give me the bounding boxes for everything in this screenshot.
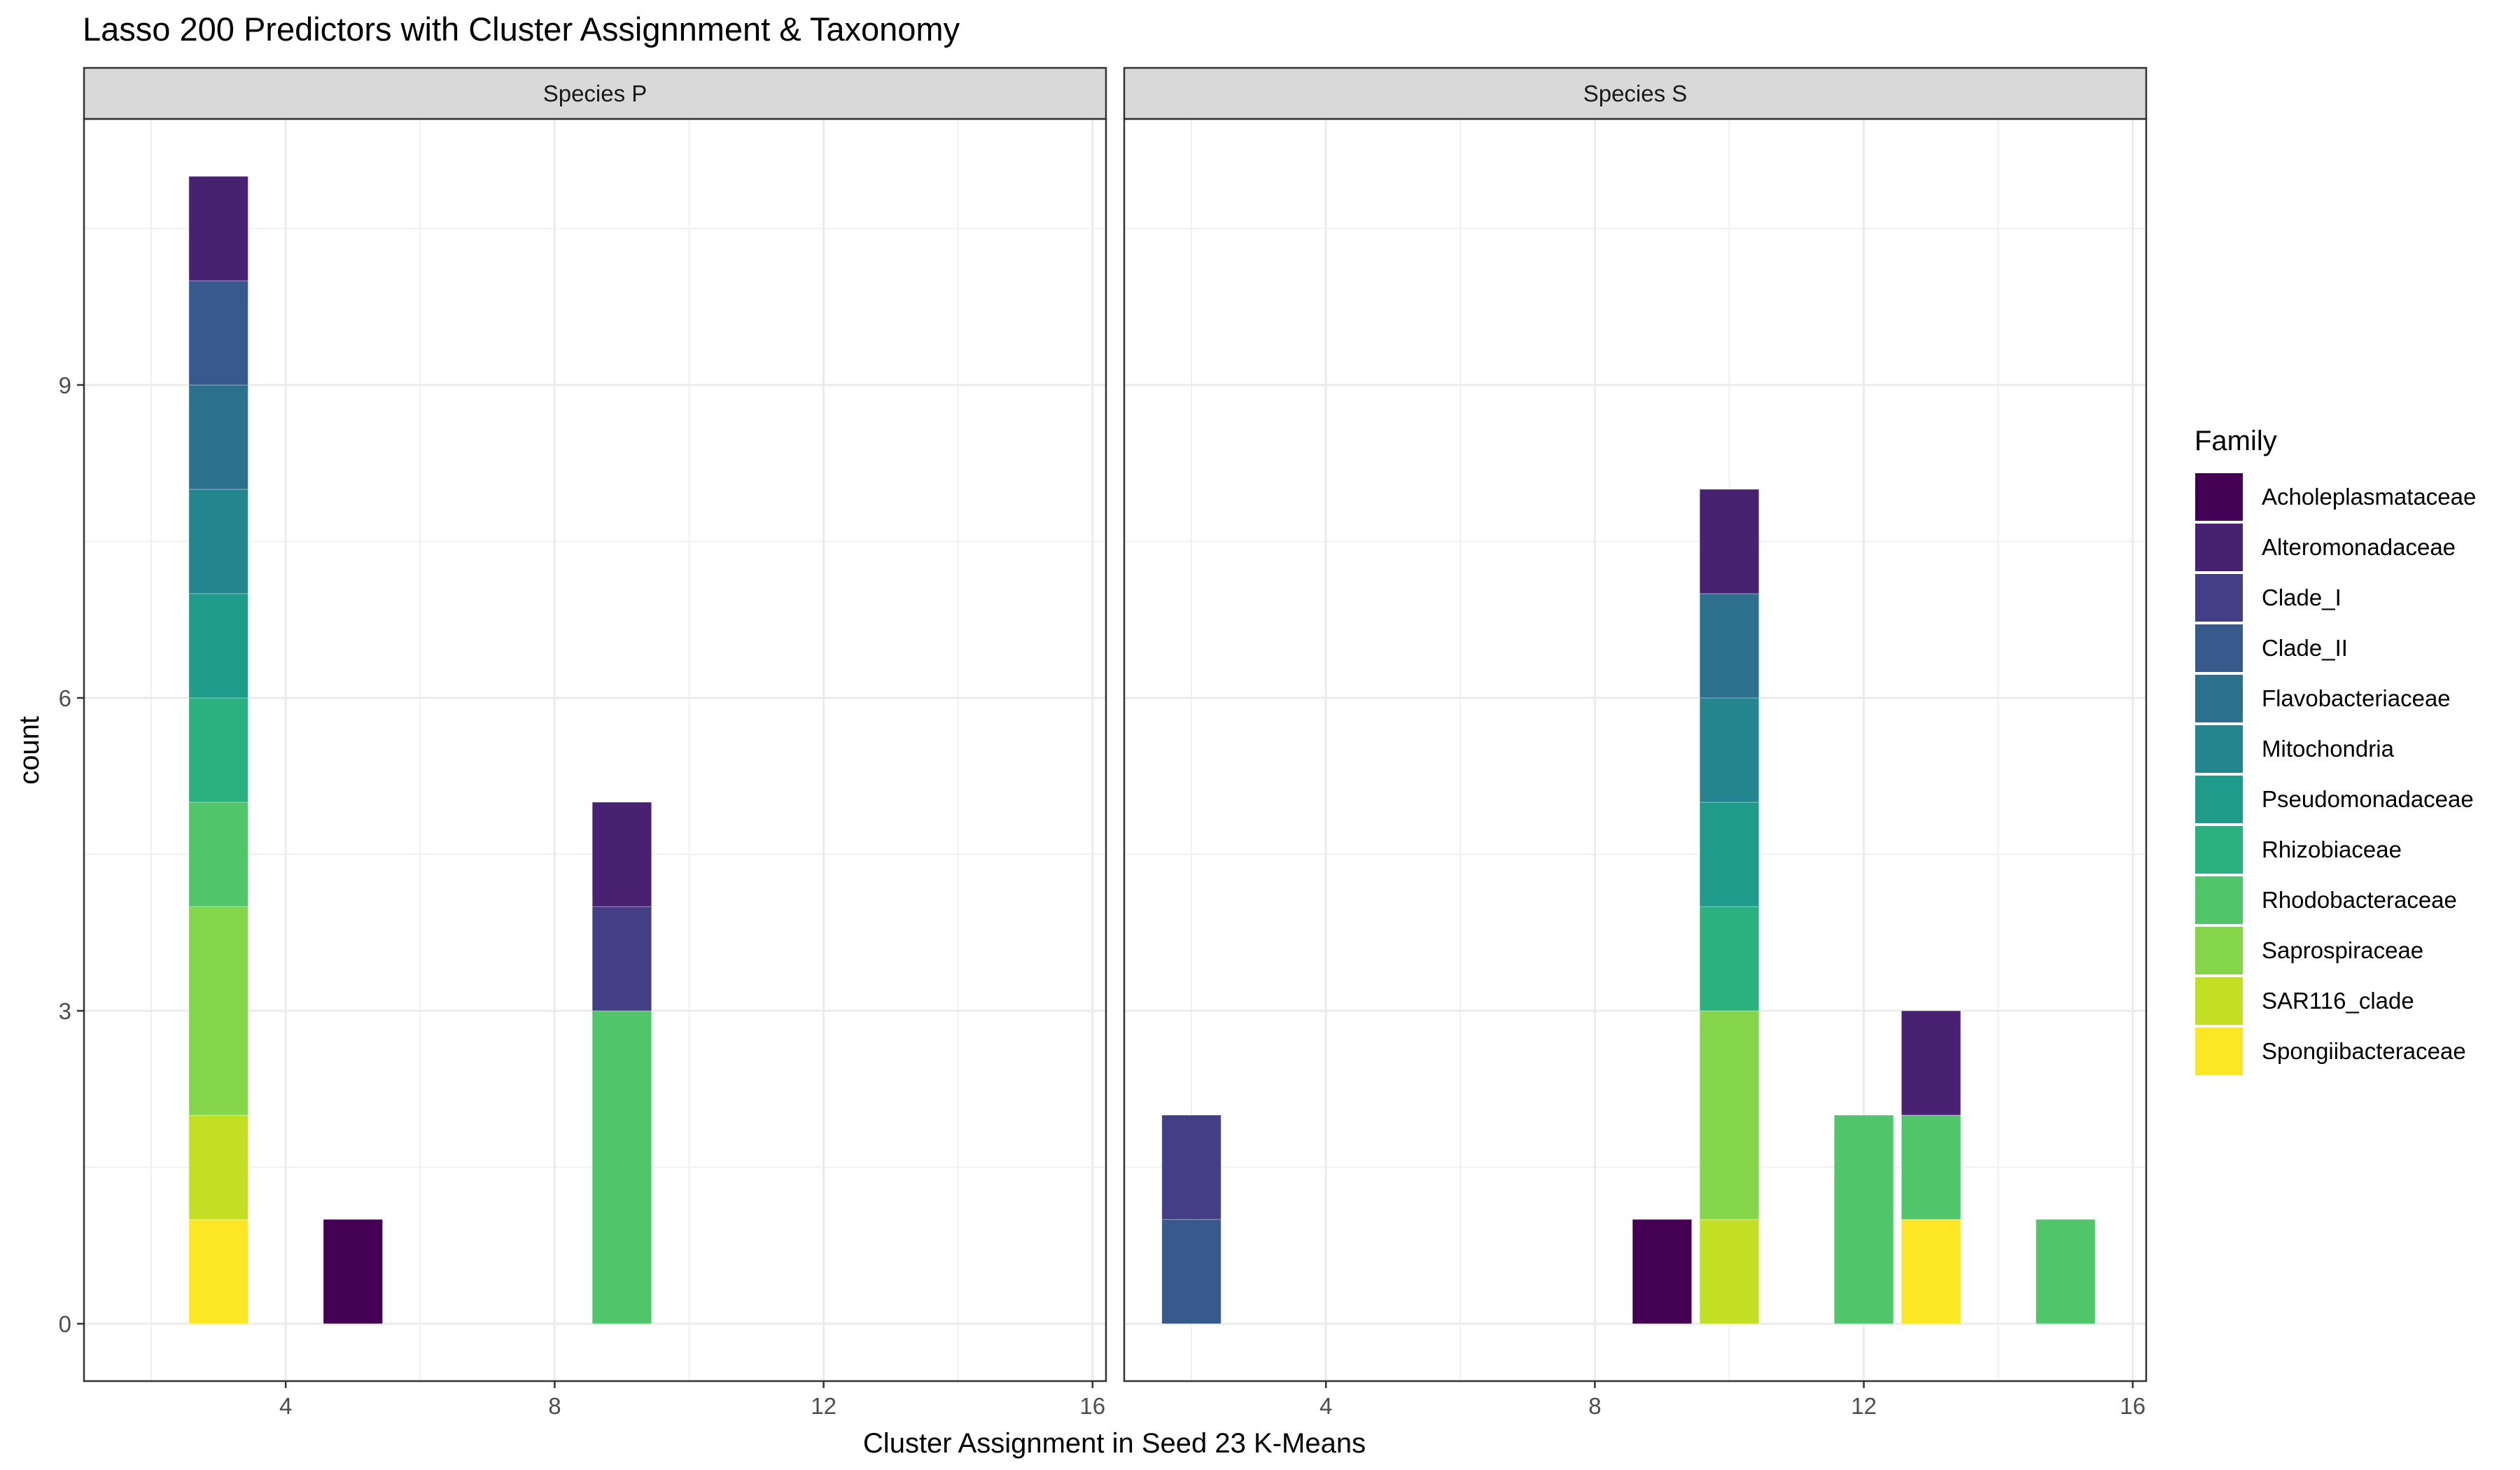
legend-item-mitochondria: Mitochondria <box>2194 724 2395 774</box>
legend-swatch <box>2194 472 2244 522</box>
y-tick-label: 3 <box>59 998 71 1024</box>
y-axis-label: count <box>14 716 45 785</box>
legend-item-rhodobacteraceae: Rhodobacteraceae <box>2194 875 2457 925</box>
y-tick-label: 6 <box>59 685 71 711</box>
legend-label: SAR116_clade <box>2262 988 2414 1014</box>
bar-segment-alteromonadaceae-x13 <box>1900 1010 1961 1116</box>
legend-label: Clade_I <box>2262 584 2342 610</box>
legend-swatch <box>2194 724 2244 774</box>
bar-segment-rhodobacteraceae-x13 <box>1900 1114 1961 1220</box>
bar-segment-clade-ii-x3 <box>188 280 248 386</box>
bar-segment-rhodobacteraceae-x9 <box>592 1010 652 1324</box>
legend-label: Alteromonadaceae <box>2262 534 2456 560</box>
legend-swatch <box>2194 925 2244 976</box>
legend-swatch <box>2194 825 2244 875</box>
bar-segment-rhodobacteraceae-x12 <box>1833 1114 1894 1324</box>
bar-segment-clade-i-x9 <box>592 906 652 1011</box>
facet-panel-species-p: Species P 4 8 12 16 0 3 6 9 <box>59 66 1107 1419</box>
legend-label: Mitochondria <box>2262 736 2395 762</box>
x-tick-label: 8 <box>548 1393 561 1419</box>
facet-strip <box>1123 66 2148 120</box>
bar-segment-acholeplasmataceae-x9 <box>1632 1219 1693 1324</box>
legend-item-alteromonadaceae: Alteromonadaceae <box>2194 522 2456 573</box>
x-tick-label: 4 <box>1320 1393 1332 1419</box>
legend-swatch <box>2194 1026 2244 1077</box>
bar-segment-mitochondria-x3 <box>188 489 248 594</box>
bar-segment-rhodobacteraceae-x15 <box>2035 1219 2096 1324</box>
x-tick-label: 4 <box>279 1393 292 1419</box>
legend-label: Saprospiraceae <box>2262 937 2423 963</box>
legend-swatch <box>2194 774 2244 825</box>
legend-swatch <box>2194 573 2244 623</box>
y-tick-label: 0 <box>59 1311 71 1337</box>
x-tick-label: 12 <box>811 1393 836 1419</box>
bar-segment-alteromonadaceae-x3 <box>188 176 248 281</box>
facet-panels: Species P 4 8 12 16 0 3 6 9 Species S 4 8 12 16 <box>59 66 2148 1419</box>
legend-item-acholeplasmataceae: Acholeplasmataceae <box>2194 472 2476 522</box>
bar-segment-flavobacteriaceae-x10 <box>1699 593 1760 699</box>
bar-segment-acholeplasmataceae-x5 <box>323 1219 383 1324</box>
legend-item-rhizobiaceae: Rhizobiaceae <box>2194 825 2402 875</box>
panel-border <box>83 118 1107 1382</box>
bar-segment-saprospiraceae-x10 <box>1699 1010 1760 1220</box>
bar-segment-mitochondria-x10 <box>1699 697 1760 803</box>
bar-segment-pseudomonadaceae-x10 <box>1699 802 1760 907</box>
legend-title: Family <box>2194 426 2277 456</box>
legend-item-spongiibacteraceae: Spongiibacteraceae <box>2194 1026 2466 1077</box>
legend-label: Rhizobiaceae <box>2262 836 2402 862</box>
bar-segment-clade-ii-x2 <box>1161 1219 1222 1324</box>
bar-segment-alteromonadaceae-x10 <box>1699 489 1760 594</box>
legend-swatch <box>2194 522 2244 573</box>
legend-label: Clade_II <box>2262 635 2348 661</box>
legend-item-saprospiraceae: Saprospiraceae <box>2194 925 2423 976</box>
bar-segment-rhizobiaceae-x3 <box>188 697 248 803</box>
bar-segment-clade-i-x2 <box>1161 1114 1222 1220</box>
legend-swatch <box>2194 976 2244 1026</box>
facet-strip <box>83 66 1107 120</box>
bar-segment-pseudomonadaceae-x3 <box>188 593 248 699</box>
bar-segment-alteromonadaceae-x9 <box>592 802 652 907</box>
facet-strip-label: Species P <box>543 80 648 106</box>
x-axis-label: Cluster Assignment in Seed 23 K-Means <box>863 1428 1366 1459</box>
legend: Family Acholeplasmataceae Alteromonadacea… <box>2194 426 2476 1077</box>
facet-panel-species-s: Species S 4 8 12 16 <box>1123 66 2148 1419</box>
bar-segment-sar116-clade-x3 <box>188 1114 248 1220</box>
legend-swatch <box>2194 623 2244 673</box>
facet-strip-label: Species S <box>1583 80 1688 106</box>
bar-segment-flavobacteriaceae-x3 <box>188 384 248 490</box>
chart-title: Lasso 200 Predictors with Cluster Assign… <box>83 10 960 48</box>
legend-item-flavobacteriaceae: Flavobacteriaceae <box>2194 673 2451 724</box>
legend-item-pseudomonadaceae: Pseudomonadaceae <box>2194 774 2474 825</box>
legend-label: Acholeplasmataceae <box>2262 484 2476 510</box>
bar-segment-sar116-clade-x10 <box>1699 1219 1760 1324</box>
bar-segment-saprospiraceae-x3 <box>188 906 248 1116</box>
legend-label: Flavobacteriaceae <box>2262 685 2451 711</box>
y-tick-label: 9 <box>59 372 71 398</box>
legend-item-clade-i: Clade_I <box>2194 573 2342 623</box>
x-tick-label: 8 <box>1588 1393 1601 1419</box>
legend-swatch <box>2194 875 2244 925</box>
legend-swatch <box>2194 673 2244 724</box>
x-tick-label: 16 <box>1079 1393 1105 1419</box>
bar-segment-spongiibacteraceae-x3 <box>188 1219 248 1324</box>
legend-item-sar116-clade: SAR116_clade <box>2194 976 2414 1026</box>
bar-segment-spongiibacteraceae-x13 <box>1900 1219 1961 1324</box>
legend-items: Acholeplasmataceae Alteromonadaceae Clade_… <box>2194 472 2476 1077</box>
x-tick-label: 16 <box>2120 1393 2146 1419</box>
bar-segment-rhizobiaceae-x10 <box>1699 906 1760 1011</box>
x-tick-label: 12 <box>1851 1393 1877 1419</box>
legend-label: Rhodobacteraceae <box>2262 887 2457 913</box>
legend-label: Pseudomonadaceae <box>2262 786 2474 812</box>
legend-label: Spongiibacteraceae <box>2262 1038 2466 1064</box>
legend-item-clade-ii: Clade_II <box>2194 623 2348 673</box>
panel-border <box>1123 118 2148 1382</box>
panel-background <box>1124 119 2146 1381</box>
bar-segment-rhodobacteraceae-x3 <box>188 802 248 907</box>
